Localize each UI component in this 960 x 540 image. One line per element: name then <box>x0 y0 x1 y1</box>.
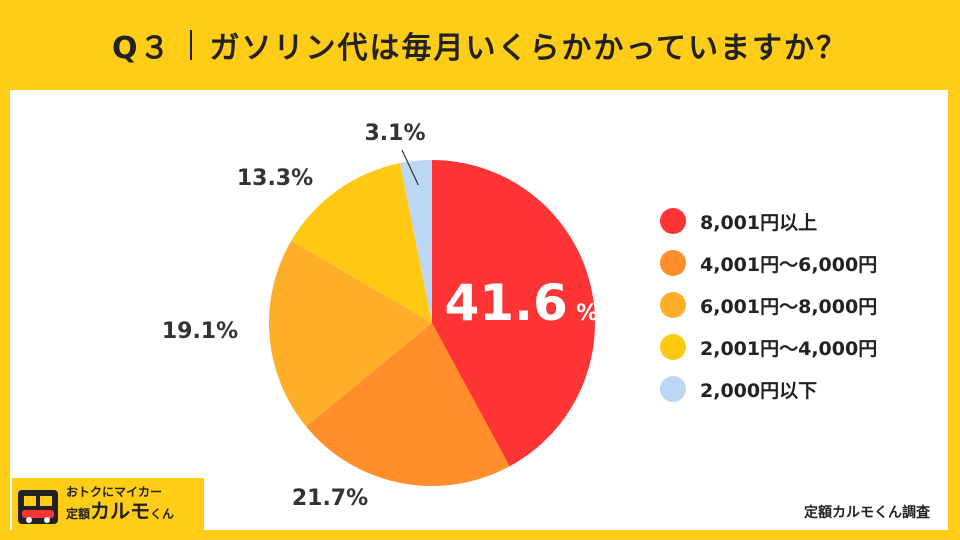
chart-card: 41.6% 21.7% 19.1% 13.3% 3.1% 8,001円以上 4,001円… <box>10 90 948 530</box>
legend-item: 2,000円以下 <box>660 368 877 410</box>
legend-item: 2,001円〜4,000円 <box>660 326 877 368</box>
logo-prefix: 定額 <box>66 506 91 521</box>
legend-swatch <box>660 250 686 276</box>
car-logo-icon <box>18 490 58 524</box>
legend-swatch <box>660 292 686 318</box>
question-number: Q３ <box>111 31 172 66</box>
pie-slice <box>268 240 432 427</box>
data-label-unit: % <box>576 301 598 326</box>
legend-swatch <box>660 376 686 402</box>
page-title: Q３ ガソリン代は毎月いくらかかっていますか？ <box>0 0 960 90</box>
legend-item: 6,001円〜8,000円 <box>660 284 877 326</box>
leader-line <box>401 149 419 186</box>
legend-label: 6,001円〜8,000円 <box>700 295 878 318</box>
logo-suffix: くん <box>150 506 175 521</box>
legend-label: 2,001円〜4,000円 <box>700 337 878 360</box>
legend-label: 2,000円以下 <box>700 379 818 402</box>
logo-brand: 定額カルモくん <box>66 500 174 522</box>
data-label: 21.7% <box>292 486 368 511</box>
logo-tagline: おトクにマイカー <box>66 485 163 500</box>
pie-chart: 41.6 % 21.7% 19.1% 13.3% 3.1% <box>162 121 598 511</box>
source-note: 定額カルモくん調査 <box>804 505 930 521</box>
legend-swatch <box>660 334 686 360</box>
data-label: 3.1% <box>364 121 425 146</box>
brand-logo: おトクにマイカー 定額カルモくん <box>12 478 204 530</box>
legend-label: 8,001円以上 <box>700 211 818 234</box>
legend-item: 4,001円〜6,000円 <box>660 242 877 284</box>
question-text: ガソリン代は毎月いくらかかっていますか？ <box>209 31 848 66</box>
data-label: 13.3% <box>237 166 313 191</box>
title-divider <box>189 30 192 60</box>
chart-legend: 8,001円以上 4,001円〜6,000円 6,001円〜8,000円 2,0… <box>660 200 877 410</box>
logo-brand-name: カルモ <box>90 498 151 523</box>
pie-slice <box>400 160 432 323</box>
legend-label: 4,001円〜6,000円 <box>700 253 878 276</box>
legend-swatch <box>660 208 686 234</box>
pie-slice <box>432 160 595 467</box>
data-label: 41.6 <box>444 274 567 332</box>
pie-slice <box>305 323 510 487</box>
data-label: 19.1% <box>162 319 238 344</box>
pie-slice <box>291 163 432 323</box>
legend-item: 8,001円以上 <box>660 200 877 242</box>
